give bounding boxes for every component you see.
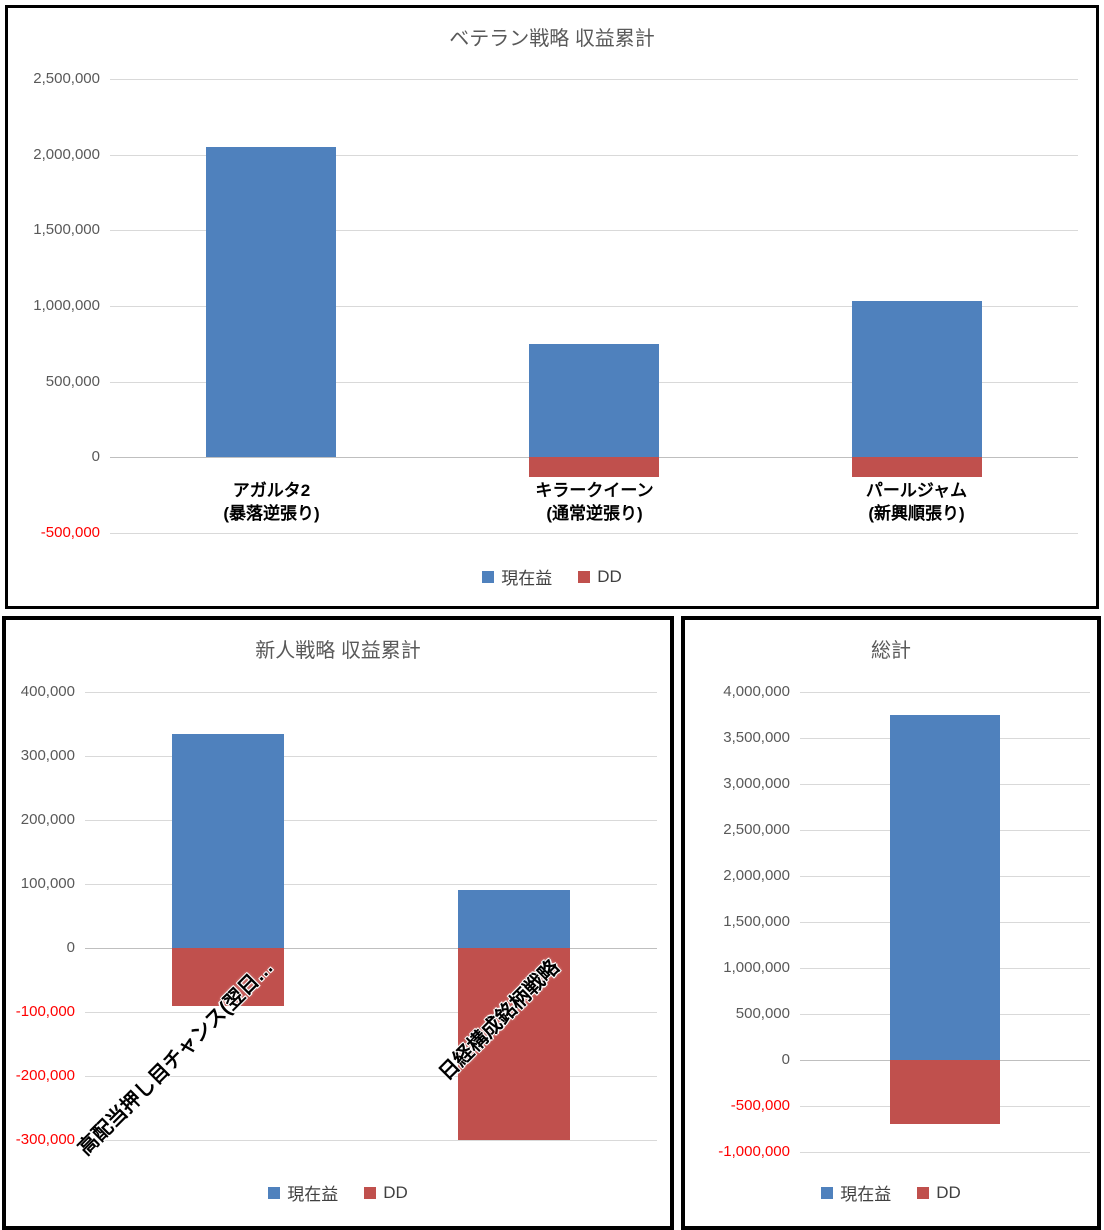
bar-dd	[890, 1060, 1000, 1124]
gridline	[85, 1076, 657, 1077]
legend-label-dd: DD	[936, 1182, 961, 1202]
category-label-line: (暴落逆張り)	[223, 504, 320, 523]
y-axis-tick-label: 200,000	[20, 811, 75, 828]
legend-label-dd: DD	[383, 1182, 408, 1202]
legend-item-current-profit: 現在益	[268, 1180, 338, 1205]
y-axis-tick-label: 1,500,000	[723, 913, 790, 930]
y-axis-tick-label: 2,000,000	[33, 146, 100, 163]
legend-item-dd: DD	[364, 1183, 408, 1203]
legend-item-current-profit: 現在益	[821, 1180, 891, 1205]
y-axis-tick-label: 500,000	[45, 373, 100, 390]
bar-dd	[529, 457, 659, 477]
chart-legend: 現在益 DD	[685, 1180, 1097, 1205]
legend-label-current-profit: 現在益	[287, 1185, 339, 1204]
legend-item-dd: DD	[578, 567, 622, 587]
y-axis-tick-label: 4,000,000	[723, 683, 790, 700]
y-axis-tick-label: 0	[66, 939, 75, 956]
dd-swatch-icon	[364, 1186, 377, 1199]
dd-swatch-icon	[917, 1186, 930, 1199]
gridline	[110, 533, 1078, 534]
legend-label-dd: DD	[597, 566, 622, 586]
legend-item-dd: DD	[917, 1183, 961, 1203]
legend-label-current-profit: 現在益	[840, 1185, 892, 1204]
y-axis-tick-label: 2,500,000	[723, 821, 790, 838]
chart-title: 新人戦略 収益累計	[255, 640, 421, 662]
rookie-strategy-chart-panel: 新人戦略 収益累計 400,000 300,000 200,000 100,000 0 -…	[2, 616, 674, 1230]
y-axis-tick-label: 500,000	[735, 1005, 790, 1022]
category-label: パールジャム (新興順張り)	[755, 479, 1078, 525]
chart-legend: 現在益 DD	[6, 1180, 670, 1205]
bar-current-profit	[852, 301, 982, 457]
y-axis-tick-label: 0	[781, 1051, 790, 1068]
y-axis-tick-label: 100,000	[20, 875, 75, 892]
category-label-line: (通常逆張り)	[546, 504, 643, 523]
bar-dd	[458, 948, 570, 1140]
gridline	[85, 1140, 657, 1141]
gridline	[800, 692, 1090, 693]
gridline	[110, 79, 1078, 80]
bar-current-profit	[172, 734, 284, 948]
bar-current-profit	[206, 147, 336, 457]
y-axis-tick-label: 2,000,000	[723, 867, 790, 884]
category-label-line: (新興順張り)	[868, 504, 965, 523]
y-axis-tick-label: 300,000	[20, 747, 75, 764]
total-chart-panel: 総計 4,000,000 3,500,000 3,000,000 2,500,000 2…	[681, 616, 1101, 1230]
y-axis-tick-label: -1,000,000	[718, 1143, 790, 1160]
y-axis-tick-label: -500,000	[730, 1097, 790, 1114]
gridline	[85, 884, 657, 885]
current-profit-swatch-icon	[821, 1186, 834, 1199]
current-profit-swatch-icon	[482, 570, 495, 583]
bar-current-profit	[890, 715, 1000, 1060]
bar-current-profit	[458, 890, 570, 948]
category-label-line: アガルタ2	[232, 481, 311, 500]
chart-title: ベテラン戦略 収益累計	[449, 28, 655, 50]
current-profit-swatch-icon	[268, 1186, 281, 1199]
zero-axis-line	[85, 948, 657, 949]
total-chart: 総計 4,000,000 3,500,000 3,000,000 2,500,000 2…	[685, 620, 1097, 1226]
gridline	[85, 820, 657, 821]
y-axis-tick-label: 1,000,000	[723, 959, 790, 976]
y-axis-tick-label: -100,000	[15, 1003, 75, 1020]
y-axis-tick-label: -200,000	[15, 1067, 75, 1084]
gridline	[85, 1012, 657, 1013]
gridline	[110, 155, 1078, 156]
gridline	[85, 756, 657, 757]
gridline	[110, 306, 1078, 307]
y-axis-tick-label: 1,500,000	[33, 221, 100, 238]
y-axis-tick-label: 2,500,000	[33, 70, 100, 87]
bar-current-profit	[529, 344, 659, 458]
legend-label-current-profit: 現在益	[501, 569, 553, 588]
rookie-strategy-chart: 新人戦略 収益累計 400,000 300,000 200,000 100,000 0 -…	[6, 620, 670, 1226]
chart-title: 総計	[871, 640, 911, 662]
y-axis-tick-label: 0	[91, 448, 100, 465]
dd-swatch-icon	[578, 570, 591, 583]
bar-dd	[172, 948, 284, 1006]
y-axis-tick-label: 400,000	[20, 683, 75, 700]
gridline	[800, 1152, 1090, 1153]
y-axis-tick-label: 3,000,000	[723, 775, 790, 792]
bar-dd	[852, 457, 982, 477]
category-label: アガルタ2 (暴落逆張り)	[110, 479, 433, 525]
chart-legend: 現在益 DD	[8, 564, 1096, 589]
y-axis-tick-label: -300,000	[15, 1131, 75, 1148]
category-label-line: キラークイーン	[535, 481, 654, 500]
veteran-strategy-chart: ベテラン戦略 収益累計 2,500,000 2,000,000 1,500,000 1…	[8, 8, 1096, 606]
category-label: キラークイーン (通常逆張り)	[433, 479, 756, 525]
y-axis-tick-label: 3,500,000	[723, 729, 790, 746]
gridline	[85, 692, 657, 693]
category-label-line: パールジャム	[865, 481, 968, 500]
y-axis-tick-label: 1,000,000	[33, 297, 100, 314]
legend-item-current-profit: 現在益	[482, 564, 552, 589]
veteran-strategy-chart-panel: ベテラン戦略 収益累計 2,500,000 2,000,000 1,500,000 1…	[5, 5, 1099, 609]
y-axis-tick-label: -500,000	[40, 524, 100, 541]
gridline	[110, 230, 1078, 231]
